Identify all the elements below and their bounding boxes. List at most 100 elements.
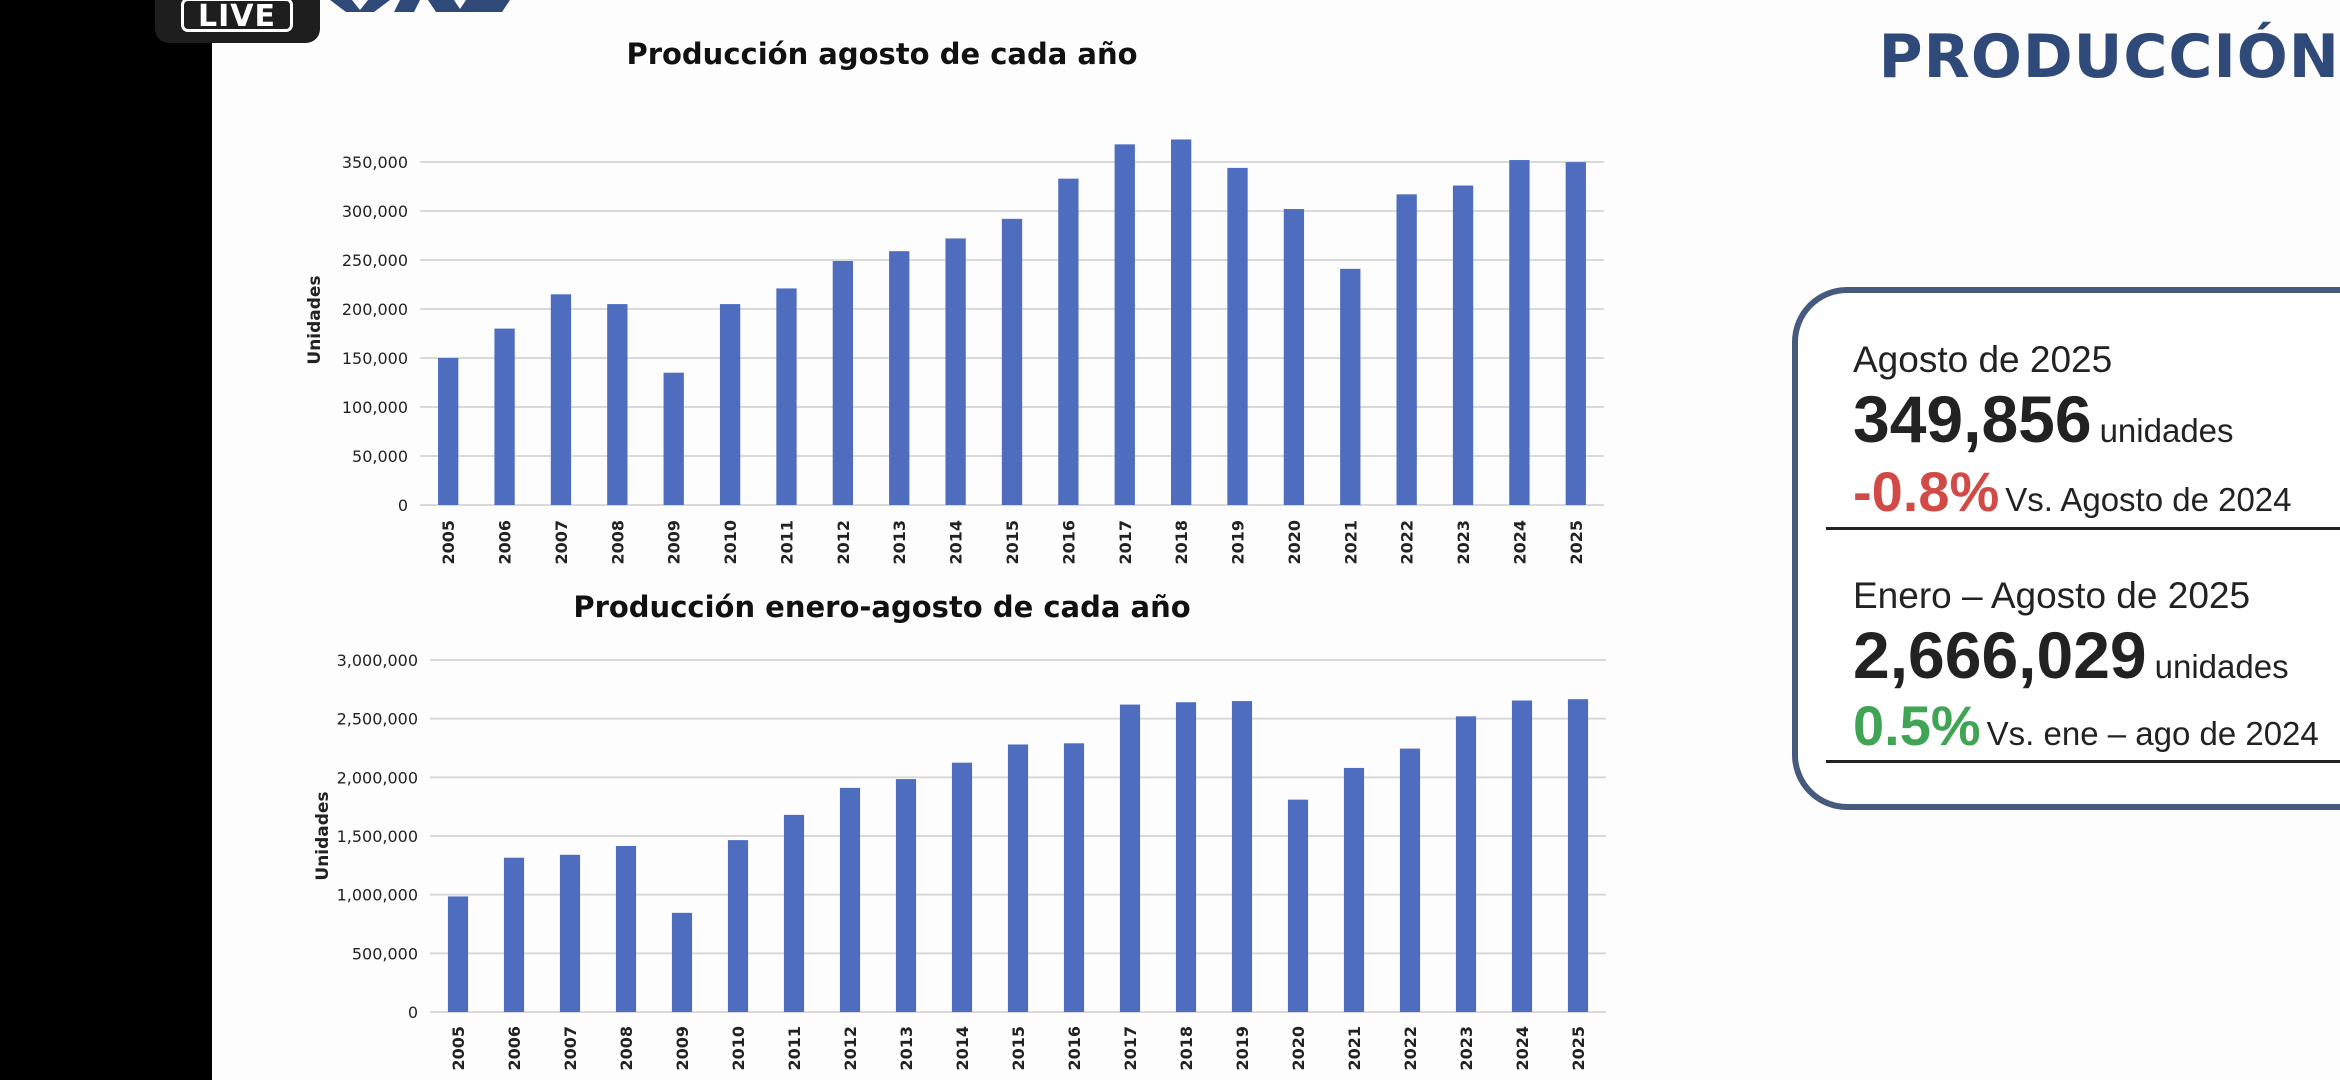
x-tick-label: 2011: [785, 1026, 804, 1071]
bar: [1452, 185, 1474, 505]
page-title: PRODUCCIÓN: [1878, 22, 2340, 92]
divider: [1826, 527, 2340, 530]
x-tick-label: 2013: [897, 1026, 916, 1071]
x-tick-label: 2022: [1401, 1026, 1420, 1071]
y-tick-label: 2,500,000: [337, 710, 418, 729]
x-tick-label: 2011: [777, 520, 796, 565]
bar: [1227, 167, 1248, 505]
y-tick-label: 250,000: [342, 251, 408, 270]
logo-fragment: [330, 0, 510, 12]
bar: [438, 358, 459, 505]
x-tick-label: 2010: [721, 520, 740, 565]
bar: [1283, 209, 1305, 506]
x-tick-label: 2012: [834, 520, 853, 565]
x-tick-label: 2022: [1398, 520, 1417, 565]
y-tick-label: 2,000,000: [337, 768, 418, 787]
bar: [615, 845, 637, 1012]
y-tick-label: 1,500,000: [337, 827, 418, 846]
ytd-unit-label: unidades: [2154, 648, 2289, 685]
y-tick-label: 350,000: [342, 153, 408, 172]
y-axis-label: Unidades: [305, 275, 325, 364]
chart-title: Producción enero-agosto de cada año: [573, 590, 1190, 624]
y-tick-label: 0: [408, 1003, 418, 1022]
bar: [1509, 160, 1530, 506]
bar: [1007, 744, 1029, 1012]
month-period-label: Agosto de 2025: [1853, 339, 2113, 380]
bar: [832, 260, 854, 505]
x-tick-label: 2012: [841, 1026, 860, 1071]
ytd-change-percent: 0.5%: [1853, 694, 1981, 757]
bar: [1231, 701, 1253, 1012]
x-tick-label: 2021: [1345, 1026, 1364, 1071]
x-tick-label: 2013: [890, 520, 909, 565]
month-value-row: 349,856 unidades: [1853, 381, 2234, 457]
x-tick-label: 2017: [1116, 520, 1135, 565]
ytd-value-row: 2,666,029 unidades: [1853, 617, 2289, 693]
bar: [1567, 699, 1589, 1012]
bar: [494, 328, 515, 505]
ytd-comparison-label: Vs. ene – ago de 2024: [1986, 715, 2319, 752]
bar: [1063, 743, 1085, 1012]
bar: [559, 854, 581, 1012]
bar: [783, 814, 805, 1012]
bar: [1455, 716, 1477, 1012]
ytd-period-label: Enero – Agosto de 2025: [1853, 575, 2251, 616]
bar: [1399, 748, 1421, 1012]
x-tick-label: 2017: [1121, 1026, 1140, 1071]
bar: [776, 288, 797, 505]
month-production-value: 349,856: [1853, 382, 2092, 456]
ytd-change-row: 0.5% Vs. ene – ago de 2024: [1853, 693, 2319, 758]
bar: [1287, 799, 1309, 1012]
x-tick-label: 2025: [1567, 520, 1586, 565]
x-tick-label: 2006: [496, 520, 515, 565]
bar: [503, 857, 525, 1012]
x-tick-label: 2005: [449, 1026, 468, 1071]
y-tick-label: 50,000: [352, 447, 408, 466]
slide: PRODUCCIÓN Producción agosto de cada año…: [212, 0, 2340, 1080]
bar: [447, 896, 469, 1012]
bar: [1511, 700, 1533, 1012]
bar: [663, 372, 684, 505]
y-tick-label: 200,000: [342, 300, 408, 319]
charts-canvas: Producción agosto de cada año 0 50,000 100,…: [305, 37, 1606, 1071]
bar: [1565, 162, 1586, 505]
month-comparison-label: Vs. Agosto de 2024: [2005, 481, 2292, 518]
divider: [1826, 760, 2340, 763]
ytd-production-value: 2,666,029: [1853, 618, 2147, 692]
bar: [1343, 767, 1365, 1012]
chart-title: Producción agosto de cada año: [626, 37, 1137, 71]
month-change-percent: -0.8%: [1853, 460, 2000, 523]
x-tick-label: 2007: [561, 1026, 580, 1071]
month-unit-label: unidades: [2099, 412, 2234, 449]
bar: [1396, 194, 1417, 505]
bar: [1001, 218, 1023, 505]
bar: [1114, 144, 1135, 506]
y-tick-label: 0: [398, 496, 408, 515]
x-tick-label: 2020: [1289, 1026, 1308, 1071]
bar: [671, 912, 693, 1012]
x-tick-label: 2009: [665, 520, 684, 565]
x-tick-label: 2018: [1177, 1026, 1196, 1071]
x-tick-label: 2019: [1233, 1026, 1252, 1071]
x-tick-label: 2024: [1510, 520, 1529, 565]
y-tick-label: 500,000: [352, 944, 418, 963]
bar: [719, 304, 741, 505]
y-tick-label: 1,000,000: [337, 886, 418, 905]
x-tick-label: 2005: [439, 520, 458, 565]
month-change-row: -0.8% Vs. Agosto de 2024: [1853, 459, 2292, 524]
x-tick-label: 2014: [953, 1026, 972, 1071]
x-tick-label: 2008: [608, 520, 627, 565]
y-axis-label: Unidades: [313, 791, 333, 880]
bar: [889, 251, 910, 505]
x-tick-label: 2016: [1065, 1026, 1084, 1071]
x-tick-label: 2020: [1285, 520, 1304, 565]
x-tick-label: 2018: [1172, 520, 1191, 565]
y-tick-label: 3,000,000: [337, 651, 418, 670]
bar: [1058, 178, 1079, 505]
x-tick-label: 2015: [1003, 520, 1022, 565]
x-tick-label: 2009: [673, 1026, 692, 1071]
bar: [951, 762, 973, 1012]
bar: [1340, 268, 1361, 505]
x-tick-label: 2019: [1229, 520, 1248, 565]
live-label: LIVE: [181, 0, 293, 33]
